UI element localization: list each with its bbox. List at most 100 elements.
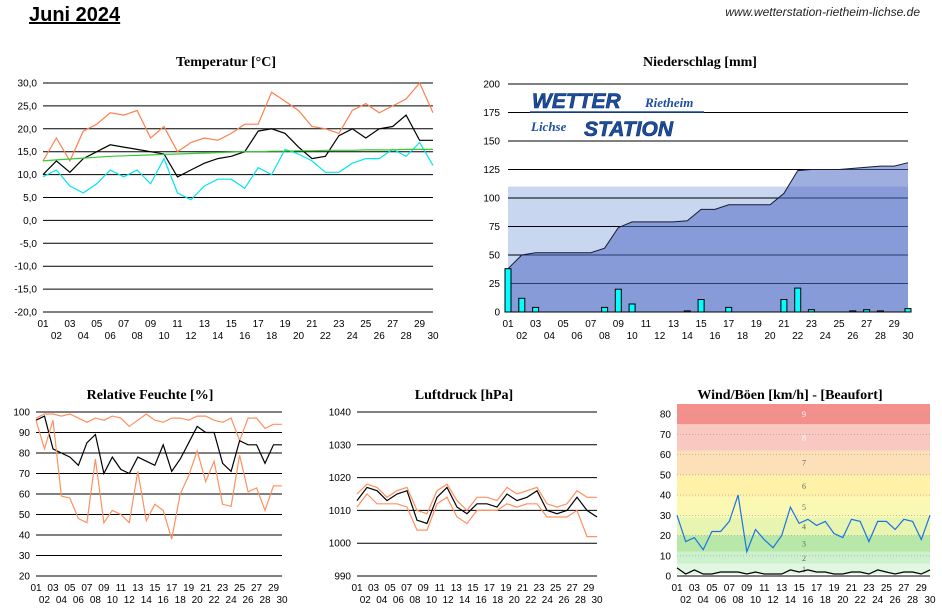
x-tick-label: 25: [234, 583, 246, 594]
page-title: Juni 2024: [29, 4, 121, 26]
x-tick-label: 04: [698, 595, 710, 606]
x-tick-label: 02: [51, 331, 63, 342]
y-tick-label: 70: [660, 430, 672, 441]
series-line-maximum: [35, 413, 282, 443]
y-tick-label: -10,0: [14, 262, 37, 273]
x-tick-label: 03: [368, 583, 380, 594]
x-tick-label: 08: [409, 595, 421, 606]
y-tick-label: 990: [334, 572, 351, 583]
x-tick-label: 18: [266, 331, 278, 342]
x-tick-label: 30: [427, 331, 439, 342]
y-tick-label: 15,0: [18, 147, 38, 158]
x-tick-label: 27: [861, 319, 873, 330]
x-tick-label: 12: [767, 595, 779, 606]
x-tick-label: 07: [118, 319, 130, 330]
x-tick-label: 19: [828, 583, 840, 594]
y-tick-label: -20,0: [14, 308, 37, 319]
beaufort-label: 2: [802, 554, 806, 563]
x-tick-label: 25: [360, 319, 372, 330]
y-tick-label: 80: [19, 449, 31, 460]
daily-precipitation-bar: [697, 299, 705, 313]
y-tick-label: 175: [483, 108, 500, 119]
x-tick-label: 09: [613, 319, 625, 330]
beaufort-band: [677, 517, 930, 536]
x-tick-label: 04: [376, 595, 388, 606]
y-tick-label: 0: [665, 572, 671, 583]
x-tick-label: 01: [502, 319, 514, 330]
logo-place1: Rietheim: [644, 95, 693, 110]
x-tick-label: 03: [64, 319, 76, 330]
x-tick-label: 09: [741, 583, 753, 594]
x-tick-label: 29: [889, 319, 901, 330]
series-line-minimum: [356, 493, 597, 538]
x-tick-label: 25: [881, 583, 893, 594]
y-tick-label: 0: [494, 308, 500, 319]
x-tick-label: 15: [696, 319, 708, 330]
website-url[interactable]: www.wetterstation-rietheim-lichse.de: [725, 5, 920, 19]
x-tick-label: 29: [414, 319, 426, 330]
x-tick-label: 06: [105, 331, 117, 342]
x-tick-label: 12: [124, 595, 136, 606]
x-tick-label: 19: [751, 319, 763, 330]
x-tick-label: 28: [907, 595, 919, 606]
x-tick-label: 26: [374, 331, 386, 342]
x-tick-label: 21: [778, 319, 790, 330]
y-tick-label: 25: [489, 279, 501, 290]
y-tick-label: 5,0: [23, 193, 37, 204]
x-tick-label: 24: [872, 595, 884, 606]
x-tick-label: 21: [517, 583, 529, 594]
x-tick-label: 13: [668, 319, 680, 330]
x-tick-label: 17: [484, 583, 496, 594]
x-tick-label: 25: [833, 319, 845, 330]
x-tick-label: 23: [863, 583, 875, 594]
y-tick-label: 50: [19, 510, 31, 521]
x-tick-label: 08: [733, 595, 745, 606]
series-line-minimum: [35, 420, 282, 540]
y-tick-label: 10: [660, 551, 672, 562]
y-tick-label: 0,0: [23, 216, 37, 227]
x-tick-label: 13: [776, 583, 788, 594]
x-tick-label: 24: [347, 331, 359, 342]
x-tick-label: 07: [401, 583, 413, 594]
beaufort-label: 8: [802, 433, 806, 442]
x-tick-label: 18: [737, 331, 749, 342]
y-tick-label: 10,0: [18, 170, 38, 181]
y-tick-label: 20,0: [18, 124, 38, 135]
x-tick-label: 13: [132, 583, 144, 594]
x-tick-label: 21: [306, 319, 318, 330]
x-tick-label: 19: [280, 319, 292, 330]
x-tick-label: 23: [806, 319, 818, 330]
x-tick-label: 24: [820, 331, 832, 342]
x-tick-label: 27: [898, 583, 910, 594]
y-tick-label: 80: [660, 410, 672, 421]
precipitation-chart: 200 175 150 125 100 75 50 25 001 03 05 07 09 11 13 15 17…: [483, 80, 914, 343]
x-tick-label: 25: [550, 583, 562, 594]
x-tick-label: 11: [641, 319, 652, 330]
y-tick-label: 30: [660, 511, 672, 522]
x-tick-label: 24: [226, 595, 238, 606]
x-tick-label: 08: [599, 331, 611, 342]
x-tick-label: 09: [418, 583, 430, 594]
x-tick-label: 05: [385, 583, 397, 594]
x-tick-label: 24: [542, 595, 554, 606]
x-tick-label: 26: [890, 595, 902, 606]
x-tick-label: 17: [723, 319, 735, 330]
y-tick-label: 1010: [329, 506, 352, 517]
cumulative-line: [507, 162, 909, 270]
y-tick-label: 1030: [329, 440, 352, 451]
x-tick-label: 28: [259, 595, 271, 606]
x-tick-label: 15: [467, 583, 479, 594]
x-tick-label: 22: [525, 595, 537, 606]
chart-title-pressure: Luftdruck [hPa]: [415, 388, 513, 403]
x-tick-label: 12: [185, 331, 197, 342]
x-tick-label: 06: [393, 595, 405, 606]
x-tick-label: 10: [426, 595, 438, 606]
daily-precipitation-bar: [794, 287, 802, 313]
series-line-mittel: [356, 486, 598, 525]
x-tick-label: 11: [435, 583, 446, 594]
x-tick-label: 30: [276, 595, 288, 606]
x-tick-label: 13: [451, 583, 463, 594]
y-tick-label: 70: [19, 469, 31, 480]
x-tick-label: 10: [107, 595, 119, 606]
x-tick-label: 26: [243, 595, 255, 606]
